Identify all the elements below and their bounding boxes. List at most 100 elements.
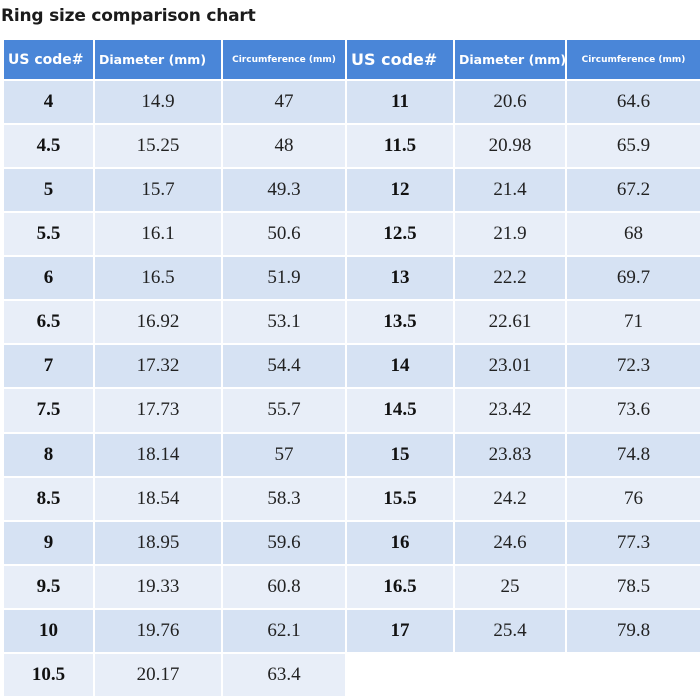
empty-cell bbox=[565, 651, 700, 699]
left-diameter-cell: 16.1 bbox=[93, 211, 223, 258]
left-circumference-cell: 48 bbox=[221, 123, 347, 170]
left-circumference-cell: 57 bbox=[221, 431, 347, 478]
table-row: 7.5 17.73 55.7 14.5 23.42 73.6 bbox=[2, 387, 700, 434]
left-us-code-cell: 7.5 bbox=[2, 387, 95, 434]
empty-cell bbox=[345, 651, 455, 699]
left-diameter-cell: 19.76 bbox=[93, 607, 223, 654]
left-us-code-cell: 8 bbox=[2, 431, 95, 478]
right-us-code-cell: 12 bbox=[345, 167, 455, 214]
empty-cell bbox=[453, 651, 567, 699]
table-row: 8 18.14 57 15 23.83 74.8 bbox=[2, 431, 700, 478]
right-diameter-cell: 23.42 bbox=[453, 387, 567, 434]
left-us-code-cell: 5.5 bbox=[2, 211, 95, 258]
left-diameter-cell: 15.25 bbox=[93, 123, 223, 170]
table-row: 6 16.5 51.9 13 22.2 69.7 bbox=[2, 255, 700, 302]
page-title: Ring size comparison chart bbox=[1, 6, 256, 26]
right-diameter-cell: 21.4 bbox=[453, 167, 567, 214]
right-diameter-cell: 22.61 bbox=[453, 299, 567, 346]
right-circumference-cell: 67.2 bbox=[565, 167, 700, 214]
left-us-code-cell: 4 bbox=[2, 78, 95, 126]
left-diameter-cell: 18.14 bbox=[93, 431, 223, 478]
right-us-code-cell: 17 bbox=[345, 607, 455, 654]
right-diameter-cell: 21.9 bbox=[453, 211, 567, 258]
left-diameter-cell: 20.17 bbox=[93, 651, 223, 699]
right-us-code-cell: 11.5 bbox=[345, 123, 455, 170]
right-circumference-cell: 73.6 bbox=[565, 387, 700, 434]
table-row: 9.5 19.33 60.8 16.5 25 78.5 bbox=[2, 563, 700, 610]
right-circumference-cell: 76 bbox=[565, 475, 700, 522]
header-diameter-right: Diameter (mm) bbox=[453, 38, 567, 81]
left-us-code-cell: 8.5 bbox=[2, 475, 95, 522]
table-header-row: US code# Diameter (mm) Circumference (mm… bbox=[2, 38, 700, 81]
left-diameter-cell: 14.9 bbox=[93, 78, 223, 126]
right-diameter-cell: 20.6 bbox=[453, 78, 567, 126]
table-row: 10.5 20.17 63.4 bbox=[2, 651, 700, 699]
right-us-code-cell: 13.5 bbox=[345, 299, 455, 346]
left-circumference-cell: 55.7 bbox=[221, 387, 347, 434]
table-row: 4.5 15.25 48 11.5 20.98 65.9 bbox=[2, 123, 700, 170]
left-circumference-cell: 54.4 bbox=[221, 343, 347, 390]
right-us-code-cell: 16.5 bbox=[345, 563, 455, 610]
table-row: 5.5 16.1 50.6 12.5 21.9 68 bbox=[2, 211, 700, 258]
right-circumference-cell: 79.8 bbox=[565, 607, 700, 654]
right-diameter-cell: 20.98 bbox=[453, 123, 567, 170]
right-us-code-cell: 15 bbox=[345, 431, 455, 478]
table-row: 10 19.76 62.1 17 25.4 79.8 bbox=[2, 607, 700, 654]
right-circumference-cell: 77.3 bbox=[565, 519, 700, 566]
right-us-code-cell: 15.5 bbox=[345, 475, 455, 522]
table-row: 5 15.7 49.3 12 21.4 67.2 bbox=[2, 167, 700, 214]
right-circumference-cell: 69.7 bbox=[565, 255, 700, 302]
header-us-code-left: US code# bbox=[2, 38, 95, 81]
table-row: 8.5 18.54 58.3 15.5 24.2 76 bbox=[2, 475, 700, 522]
right-diameter-cell: 24.6 bbox=[453, 519, 567, 566]
right-circumference-cell: 64.6 bbox=[565, 78, 700, 126]
left-circumference-cell: 47 bbox=[221, 78, 347, 126]
right-diameter-cell: 25.4 bbox=[453, 607, 567, 654]
left-us-code-cell: 9.5 bbox=[2, 563, 95, 610]
ring-size-table: US code# Diameter (mm) Circumference (mm… bbox=[2, 38, 700, 699]
left-circumference-cell: 50.6 bbox=[221, 211, 347, 258]
left-diameter-cell: 16.5 bbox=[93, 255, 223, 302]
header-circumference-left: Circumference (mm) bbox=[221, 38, 347, 81]
left-us-code-cell: 10 bbox=[2, 607, 95, 654]
header-circumference-right: Circumference (mm) bbox=[565, 38, 700, 81]
right-diameter-cell: 23.83 bbox=[453, 431, 567, 478]
right-circumference-cell: 74.8 bbox=[565, 431, 700, 478]
table-row: 7 17.32 54.4 14 23.01 72.3 bbox=[2, 343, 700, 390]
left-diameter-cell: 19.33 bbox=[93, 563, 223, 610]
left-us-code-cell: 10.5 bbox=[2, 651, 95, 699]
left-circumference-cell: 49.3 bbox=[221, 167, 347, 214]
left-us-code-cell: 7 bbox=[2, 343, 95, 390]
right-circumference-cell: 68 bbox=[565, 211, 700, 258]
left-us-code-cell: 5 bbox=[2, 167, 95, 214]
table-row: 9 18.95 59.6 16 24.6 77.3 bbox=[2, 519, 700, 566]
left-diameter-cell: 18.54 bbox=[93, 475, 223, 522]
right-us-code-cell: 12.5 bbox=[345, 211, 455, 258]
right-us-code-cell: 14.5 bbox=[345, 387, 455, 434]
right-us-code-cell: 14 bbox=[345, 343, 455, 390]
right-circumference-cell: 65.9 bbox=[565, 123, 700, 170]
table-row: 4 14.9 47 11 20.6 64.6 bbox=[2, 78, 700, 126]
left-circumference-cell: 58.3 bbox=[221, 475, 347, 522]
right-circumference-cell: 72.3 bbox=[565, 343, 700, 390]
left-circumference-cell: 63.4 bbox=[221, 651, 347, 699]
left-us-code-cell: 4.5 bbox=[2, 123, 95, 170]
table-body: 4 14.9 47 11 20.6 64.6 4.5 15.25 48 11.5 20.98 65.9… bbox=[2, 78, 700, 699]
left-diameter-cell: 16.92 bbox=[93, 299, 223, 346]
right-diameter-cell: 25 bbox=[453, 563, 567, 610]
right-us-code-cell: 11 bbox=[345, 78, 455, 126]
right-circumference-cell: 71 bbox=[565, 299, 700, 346]
left-us-code-cell: 6.5 bbox=[2, 299, 95, 346]
table-row: 6.5 16.92 53.1 13.5 22.61 71 bbox=[2, 299, 700, 346]
right-us-code-cell: 13 bbox=[345, 255, 455, 302]
right-circumference-cell: 78.5 bbox=[565, 563, 700, 610]
left-circumference-cell: 59.6 bbox=[221, 519, 347, 566]
left-us-code-cell: 6 bbox=[2, 255, 95, 302]
left-circumference-cell: 53.1 bbox=[221, 299, 347, 346]
header-diameter-left: Diameter (mm) bbox=[93, 38, 223, 81]
left-diameter-cell: 17.32 bbox=[93, 343, 223, 390]
right-diameter-cell: 22.2 bbox=[453, 255, 567, 302]
left-diameter-cell: 15.7 bbox=[93, 167, 223, 214]
right-diameter-cell: 23.01 bbox=[453, 343, 567, 390]
